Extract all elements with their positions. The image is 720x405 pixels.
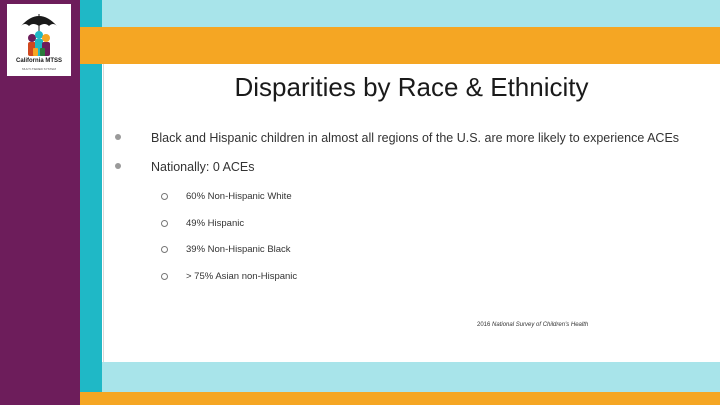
bullet-dot <box>115 134 121 140</box>
bullet-dot <box>115 163 121 169</box>
logo-name: California MTSS <box>15 58 62 64</box>
bottom-band <box>102 362 720 392</box>
sub-bullet-ring <box>161 220 168 227</box>
sub-bullet-text: 49% Hispanic <box>186 218 245 229</box>
citation: 2016 National Survey of Children's Healt… <box>477 322 588 328</box>
sub-bullet-ring <box>161 193 168 200</box>
top-band <box>102 0 720 27</box>
citation-source: National Survey of Children's Health <box>492 322 589 328</box>
sub-bullet-text: > 75% Asian non-Hispanic <box>186 271 298 282</box>
content-area <box>103 64 720 362</box>
citation-year: 2016 <box>477 322 491 328</box>
umbrella-family-icon <box>21 14 57 56</box>
slide-title: Disparities by Race & Ethnicity <box>234 72 589 102</box>
bottom-orange-band <box>80 392 720 405</box>
teal-strip <box>80 0 102 405</box>
bullet-text: Nationally: 0 ACEs <box>151 160 255 174</box>
bullet-text: Black and Hispanic children in almost al… <box>151 131 680 145</box>
logo-tagline: MULTI-TIERED SYSTEM <box>22 67 56 71</box>
sub-bullet-ring <box>161 246 168 253</box>
sub-bullet-text: 60% Non-Hispanic White <box>186 191 292 202</box>
sub-bullet-text: 39% Non-Hispanic Black <box>186 244 291 255</box>
sub-bullet-ring <box>161 273 168 280</box>
orange-band <box>80 27 720 64</box>
california-mtss-logo: California MTSS MULTI-TIERED SYSTEM <box>7 4 71 76</box>
